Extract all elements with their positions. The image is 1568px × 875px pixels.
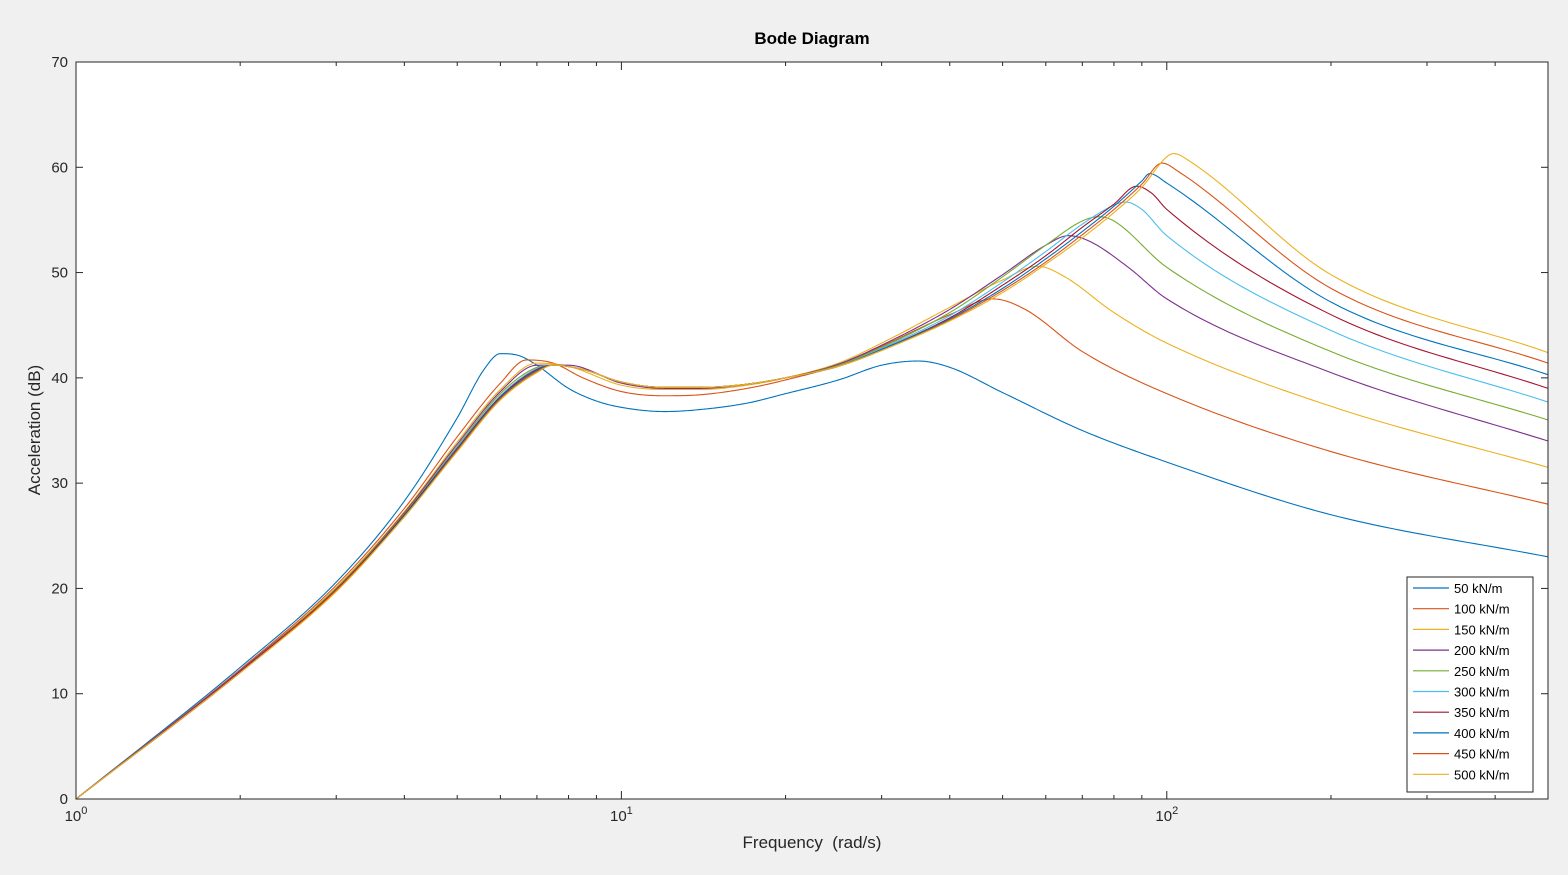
y-axis-label: Acceleration (dB) (25, 365, 44, 495)
x-tick-label: 100 (65, 805, 88, 825)
y-tick-label: 60 (51, 159, 68, 176)
y-tick-label: 20 (51, 580, 68, 597)
y-tick-label: 30 (51, 475, 68, 492)
legend-entry: 150 kN/m (1454, 622, 1510, 637)
legend: 50 kN/m 100 kN/m 150 kN/m 200 kN/m 250 kN/m 3… (1406, 576, 1534, 793)
x-tick-base: 10 (1155, 808, 1172, 825)
x-tick-exponent: 2 (1172, 805, 1178, 817)
chart-title: Bode Diagram (754, 29, 869, 48)
legend-entry: 300 kN/m (1454, 685, 1510, 700)
legend-entry: 50 kN/m (1454, 581, 1502, 596)
series-line-2 (75, 265, 1549, 800)
x-tick-base: 10 (65, 808, 82, 825)
x-tick-exponent: 0 (81, 805, 87, 817)
y-tick-label: 70 (51, 54, 68, 71)
x-axis-label: Frequency (rad/s) (743, 833, 882, 852)
legend-entry: 350 kN/m (1454, 705, 1510, 720)
series-group (75, 153, 1549, 800)
y-tick-label: 50 (51, 265, 68, 282)
legend-entry: 400 kN/m (1454, 726, 1510, 741)
y-tick-label: 40 (51, 370, 68, 387)
plot-area (76, 62, 1548, 799)
legend-entry: 500 kN/m (1454, 767, 1510, 782)
plot-frame (75, 61, 1549, 800)
legend-box (1406, 576, 1534, 793)
legend-entry: 450 kN/m (1454, 747, 1510, 762)
x-tick-label: 101 (610, 805, 633, 825)
series-line-0 (75, 353, 1549, 800)
legend-entry: 200 kN/m (1454, 643, 1510, 658)
legend-entry: 250 kN/m (1454, 664, 1510, 679)
x-tick-base: 10 (610, 808, 627, 825)
series-line-1 (75, 298, 1549, 800)
y-tick-label: 10 (51, 686, 68, 703)
x-tick-label: 102 (1155, 805, 1178, 825)
series-line-9 (75, 153, 1549, 800)
x-tick-exponent: 1 (627, 805, 633, 817)
y-tick-label: 0 (60, 791, 68, 808)
legend-entry: 100 kN/m (1454, 602, 1510, 617)
